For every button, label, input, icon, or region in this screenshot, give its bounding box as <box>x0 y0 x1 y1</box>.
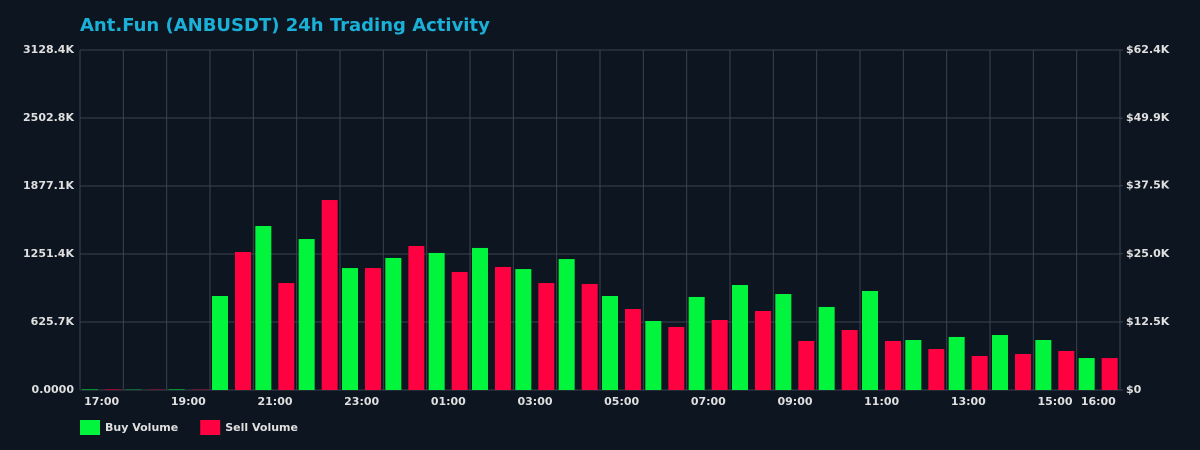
bar <box>472 247 488 390</box>
bar <box>928 349 945 390</box>
bar <box>841 330 858 390</box>
y2-tick-label: $62.4K <box>1126 43 1170 56</box>
y-tick-label: 625.7K <box>31 315 75 328</box>
bar <box>862 290 878 390</box>
bar <box>905 340 922 390</box>
x-tick-label: 11:00 <box>864 395 899 408</box>
x-tick-label: 17:00 <box>84 395 119 408</box>
bar <box>278 283 295 390</box>
y-tick-label: 1877.1K <box>23 179 74 192</box>
bar <box>212 295 228 390</box>
bar <box>495 266 511 390</box>
x-tick-label: 05:00 <box>604 395 639 408</box>
bar <box>1015 354 1031 390</box>
x-tick-label: 16:00 <box>1081 395 1116 408</box>
bar <box>235 251 251 390</box>
chart-title: Ant.Fun (ANBUSDT) 24h Trading Activity <box>80 15 490 36</box>
x-tick-label: 03:00 <box>517 395 552 408</box>
bar <box>342 268 358 390</box>
bar <box>408 245 425 390</box>
bar <box>1058 350 1075 390</box>
bar <box>82 389 98 390</box>
x-tick-label: 21:00 <box>257 395 292 408</box>
y-tick-label: 2502.8K <box>23 111 74 124</box>
bar <box>885 340 901 390</box>
y2-tick-label: $12.5K <box>1126 315 1170 328</box>
x-tick-label: 19:00 <box>171 395 206 408</box>
bar <box>581 284 598 390</box>
x-tick-label: 01:00 <box>431 395 466 408</box>
bar <box>971 355 988 390</box>
bar <box>798 340 815 390</box>
bar <box>298 239 315 390</box>
bar <box>992 335 1008 390</box>
y2-tick-label: $0 <box>1126 383 1142 396</box>
bar <box>365 268 381 390</box>
bar <box>775 294 792 390</box>
legend-swatch <box>80 420 100 435</box>
y-tick-label: 1251.4K <box>23 247 74 260</box>
y-tick-label: 0.0000 <box>32 383 75 396</box>
x-tick-label: 23:00 <box>344 395 379 408</box>
bar <box>818 306 835 390</box>
y-tick-label: 3128.4K <box>23 43 74 56</box>
bar <box>732 285 748 390</box>
bar <box>1101 358 1118 390</box>
bar <box>321 200 338 390</box>
x-tick-label: 07:00 <box>691 395 726 408</box>
bar <box>168 389 185 390</box>
bar <box>1078 358 1095 390</box>
bar <box>105 389 121 390</box>
legend-swatch <box>200 420 221 435</box>
bar <box>428 252 445 390</box>
bar <box>385 257 402 390</box>
bar <box>1035 340 1052 390</box>
bar <box>948 336 965 390</box>
bar <box>558 259 575 390</box>
x-tick-label: 13:00 <box>951 395 986 408</box>
bar <box>711 320 728 390</box>
bar <box>255 225 272 390</box>
bar <box>602 295 618 390</box>
bar <box>625 309 641 390</box>
x-tick-label: 09:00 <box>777 395 812 408</box>
bar <box>515 269 532 390</box>
y2-tick-label: $49.9K <box>1126 111 1170 124</box>
y2-tick-label: $37.5K <box>1126 179 1170 192</box>
bar <box>688 296 705 390</box>
bar <box>755 310 771 390</box>
bar <box>645 320 662 390</box>
bar <box>451 271 468 390</box>
bar <box>668 326 685 390</box>
legend-label: Sell Volume <box>225 421 298 434</box>
y2-tick-label: $25.0K <box>1126 247 1170 260</box>
legend-label: Buy Volume <box>105 421 178 434</box>
x-tick-label: 15:00 <box>1037 395 1072 408</box>
bar <box>538 283 555 390</box>
